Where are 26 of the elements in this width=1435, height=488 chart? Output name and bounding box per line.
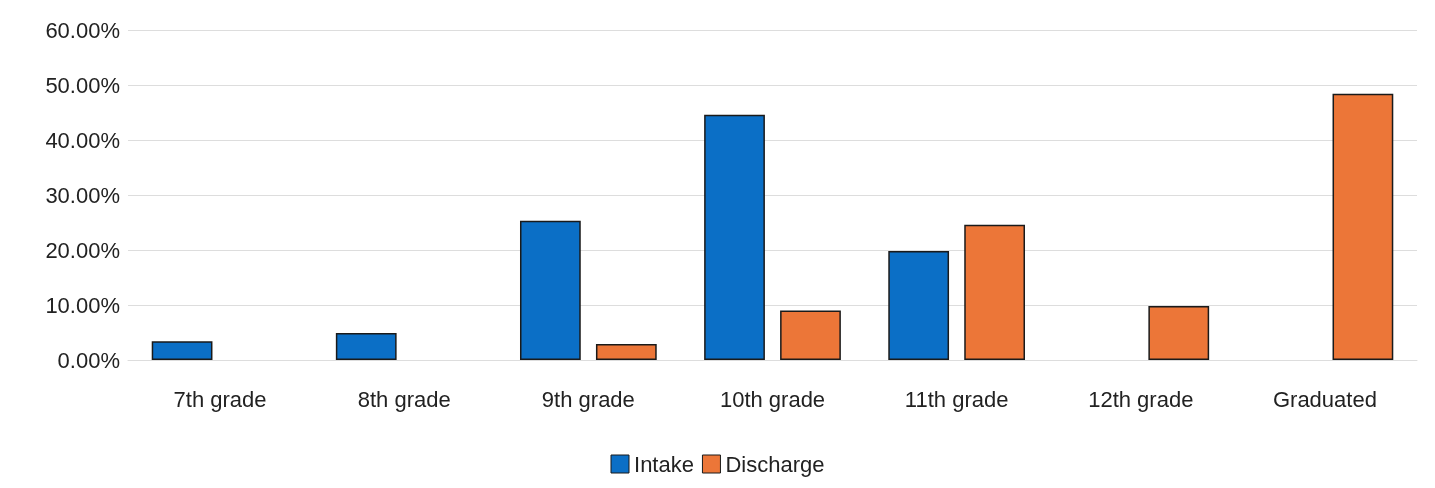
bar — [780, 310, 841, 360]
x-tick-label: 7th grade — [173, 386, 267, 412]
bar — [964, 224, 1026, 360]
bar — [151, 341, 213, 360]
y-tick-label: 50.00% — [45, 72, 120, 98]
legend-label: Intake — [634, 451, 694, 477]
y-tick-label: 0.00% — [57, 347, 120, 373]
y-tick-label: 40.00% — [45, 127, 120, 153]
x-tick-label: 12th grade — [1088, 386, 1194, 412]
x-tick-label: 10th grade — [719, 386, 826, 412]
y-tick-label: 20.00% — [45, 237, 120, 263]
bar — [1332, 93, 1394, 360]
bar — [595, 344, 657, 360]
legend-label: Discharge — [725, 451, 825, 477]
x-tick-label: 11th grade — [904, 386, 1009, 412]
bar — [519, 220, 581, 360]
y-tick-label: 60.00% — [45, 17, 120, 43]
bar — [704, 114, 765, 360]
bar — [888, 251, 950, 360]
y-tick-label: 30.00% — [45, 182, 120, 208]
x-tick-label: 9th grade — [541, 386, 635, 412]
y-tick-label: 10.00% — [45, 292, 120, 318]
x-tick-label: Graduated — [1272, 386, 1377, 412]
x-tick-label: 8th grade — [357, 386, 451, 412]
bar — [1148, 306, 1210, 360]
bar — [335, 333, 397, 360]
